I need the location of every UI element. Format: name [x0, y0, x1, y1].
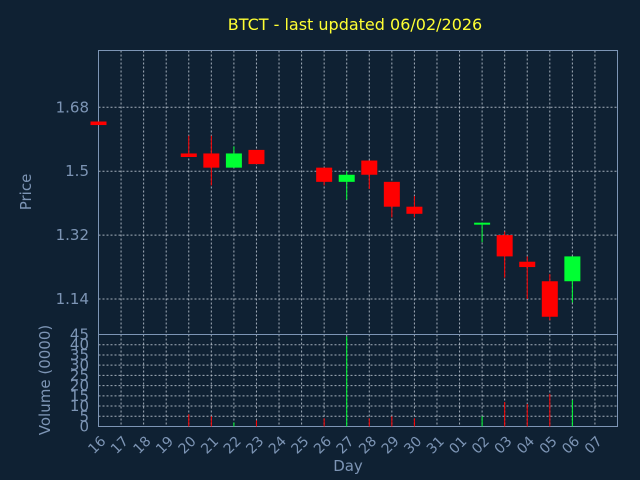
- candles: [90, 121, 581, 321]
- price-tick-label: 1.14: [56, 290, 89, 308]
- x-tick-label: 04: [514, 433, 538, 457]
- volume-grid: [98, 334, 618, 427]
- volume-tick-label: 10: [70, 397, 89, 415]
- candle-body: [180, 153, 197, 157]
- candle-body: [474, 222, 491, 225]
- x-tick-label: 24: [266, 433, 290, 457]
- x-tick-label: 28: [356, 434, 380, 458]
- candle-body: [383, 181, 400, 207]
- volume-tick-label: 25: [70, 366, 89, 384]
- volume-tick-label: 45: [70, 326, 89, 344]
- volume-tick-label: 15: [70, 387, 89, 405]
- candle-body: [519, 261, 536, 268]
- x-tick-label: 22: [221, 434, 245, 458]
- x-tick-label: 01: [446, 434, 470, 458]
- volume-tick-label: 40: [70, 336, 89, 354]
- price-tick-label: 1.68: [56, 98, 89, 116]
- candle-body: [564, 256, 581, 282]
- candle-body: [361, 160, 378, 175]
- x-tick-label: 05: [537, 434, 561, 458]
- x-axis-label: Day: [333, 457, 363, 475]
- x-tick-label: 19: [153, 434, 177, 458]
- candle-body: [203, 153, 220, 168]
- volume-tick-label: 30: [70, 356, 89, 374]
- x-tick-label: 21: [198, 434, 222, 458]
- x-tick-label: 06: [559, 433, 583, 457]
- x-tick-label: 17: [108, 434, 132, 458]
- candle-body: [90, 121, 107, 126]
- candle-body: [316, 167, 333, 182]
- x-tick-label: 20: [176, 434, 200, 458]
- candle-body: [225, 153, 242, 168]
- price-axis-ticks: 1.14 1.32 1.5 1.68: [56, 98, 89, 308]
- x-tick-label: 07: [582, 434, 606, 458]
- x-tick-label: 25: [288, 434, 312, 458]
- volume-axis-label: Volume (0000): [36, 325, 54, 435]
- price-tick-label: 1.5: [65, 162, 89, 180]
- volume-tick-label: 5: [79, 407, 89, 425]
- price-panel-frame: [98, 50, 618, 335]
- x-tick-label: 16: [85, 433, 109, 457]
- candle-body: [248, 149, 265, 165]
- x-tick-label: 30: [401, 434, 425, 458]
- volume-bars: [188, 336, 573, 427]
- price-grid: [98, 50, 618, 335]
- volume-tick-label: 20: [70, 377, 89, 395]
- x-tick-label: 31: [424, 434, 448, 458]
- volume-tick-label: 0: [79, 418, 89, 436]
- x-tick-label: 18: [131, 434, 155, 458]
- x-tick-label: 27: [334, 434, 358, 458]
- x-tick-label: 29: [379, 434, 403, 458]
- x-tick-label: 26: [311, 433, 335, 457]
- x-tick-label: 02: [469, 434, 493, 458]
- volume-tick-label: 35: [70, 346, 89, 364]
- candle-body: [338, 174, 355, 182]
- candle-body: [541, 281, 558, 317]
- candle-body: [496, 235, 513, 257]
- volume-panel-frame: [98, 334, 618, 427]
- x-tick-label: 03: [492, 434, 516, 458]
- chart-title: BTCT - last updated 06/02/2026: [228, 15, 482, 34]
- price-tick-label: 1.32: [56, 226, 89, 244]
- x-axis-ticks: 1617181920212223242526272829303101020304…: [85, 433, 605, 457]
- y-axis-label: Price: [17, 174, 35, 211]
- x-tick-label: 23: [243, 434, 267, 458]
- candle-body: [406, 206, 423, 214]
